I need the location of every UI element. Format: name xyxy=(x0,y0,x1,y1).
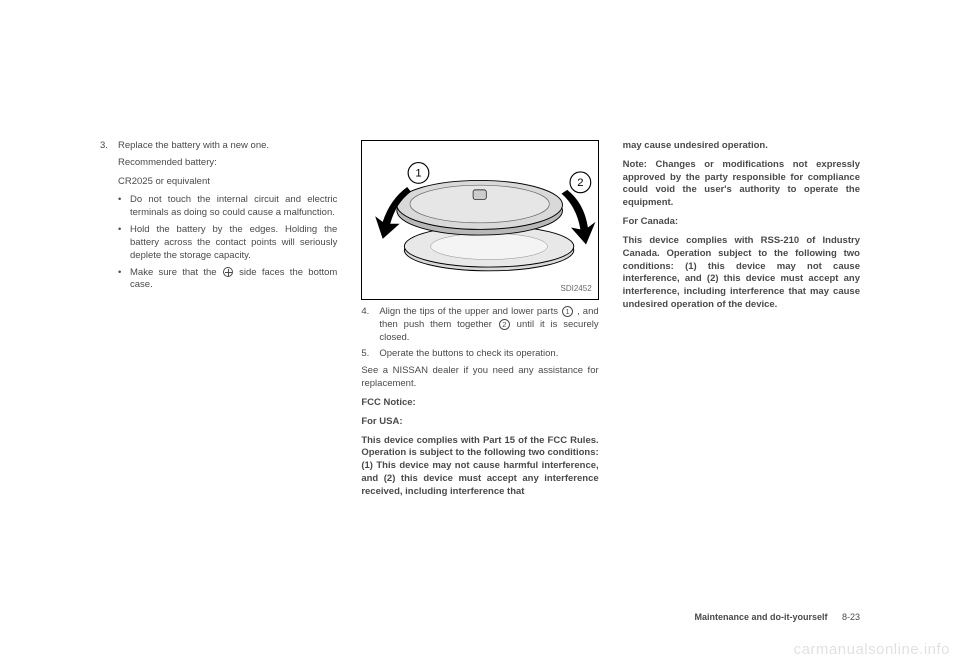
step-5: 5. Operate the buttons to check its oper… xyxy=(361,348,598,361)
circled-2-icon: 2 xyxy=(499,319,510,330)
figure-code: SDI2452 xyxy=(561,284,592,295)
usa-compliance-text: This device complies with Part 15 of the… xyxy=(361,435,598,499)
column-right: may cause undesired operation. Note: Cha… xyxy=(623,140,860,505)
page-footer: Maintenance and do-it-yourself 8-23 xyxy=(694,612,860,622)
plus-terminal-icon xyxy=(223,267,233,277)
step-text: Operate the buttons to check its operati… xyxy=(379,348,598,361)
recommended-battery-label: Recommended battery: xyxy=(100,157,337,170)
for-usa-label: For USA: xyxy=(361,416,598,429)
svg-text:1: 1 xyxy=(416,168,422,180)
bullet-1: • Do not touch the internal circuit and … xyxy=(118,194,337,220)
step-number: 4. xyxy=(361,306,379,344)
watermark: carmanualsonline.info xyxy=(794,641,950,658)
bullet-text: Do not touch the internal circuit and el… xyxy=(130,194,337,220)
step-text: Align the tips of the upper and lower pa… xyxy=(379,306,598,344)
column-left: 3. Replace the battery with a new one. R… xyxy=(100,140,337,505)
modification-note: Note: Changes or modifications not expre… xyxy=(623,159,860,210)
section-title: Maintenance and do-it-yourself xyxy=(694,612,827,622)
fcc-notice-label: FCC Notice: xyxy=(361,397,598,410)
step-text: Replace the battery with a new one. xyxy=(118,140,337,153)
usa-compliance-continued: may cause undesired operation. xyxy=(623,140,860,153)
keyfob-figure: 1 2 SDI2452 xyxy=(361,140,598,300)
bullet-text: Hold the battery by the edges. Holding t… xyxy=(130,224,337,262)
bullet-2: • Hold the battery by the edges. Holding… xyxy=(118,224,337,262)
svg-text:2: 2 xyxy=(578,177,584,189)
for-canada-label: For Canada: xyxy=(623,216,860,229)
step-3: 3. Replace the battery with a new one. xyxy=(100,140,337,153)
bullet-3: • Make sure that the side faces the bott… xyxy=(118,267,337,293)
page-number: 8-23 xyxy=(842,612,860,622)
step-number: 3. xyxy=(100,140,118,153)
column-center: 1 2 SDI2452 4. Align the tips of the upp… xyxy=(361,140,598,505)
step-number: 5. xyxy=(361,348,379,361)
keyfob-illustration: 1 2 xyxy=(362,141,597,299)
dealer-note: See a NISSAN dealer if you need any assi… xyxy=(361,365,598,391)
recommended-battery-value: CR2025 or equivalent xyxy=(100,176,337,189)
bullet-text: Make sure that the side faces the bottom… xyxy=(130,267,337,293)
bullet-list: • Do not touch the internal circuit and … xyxy=(100,194,337,292)
canada-compliance-text: This device complies with RSS-210 of Ind… xyxy=(623,235,860,312)
step-4: 4. Align the tips of the upper and lower… xyxy=(361,306,598,344)
circled-1-icon: 1 xyxy=(562,306,573,317)
